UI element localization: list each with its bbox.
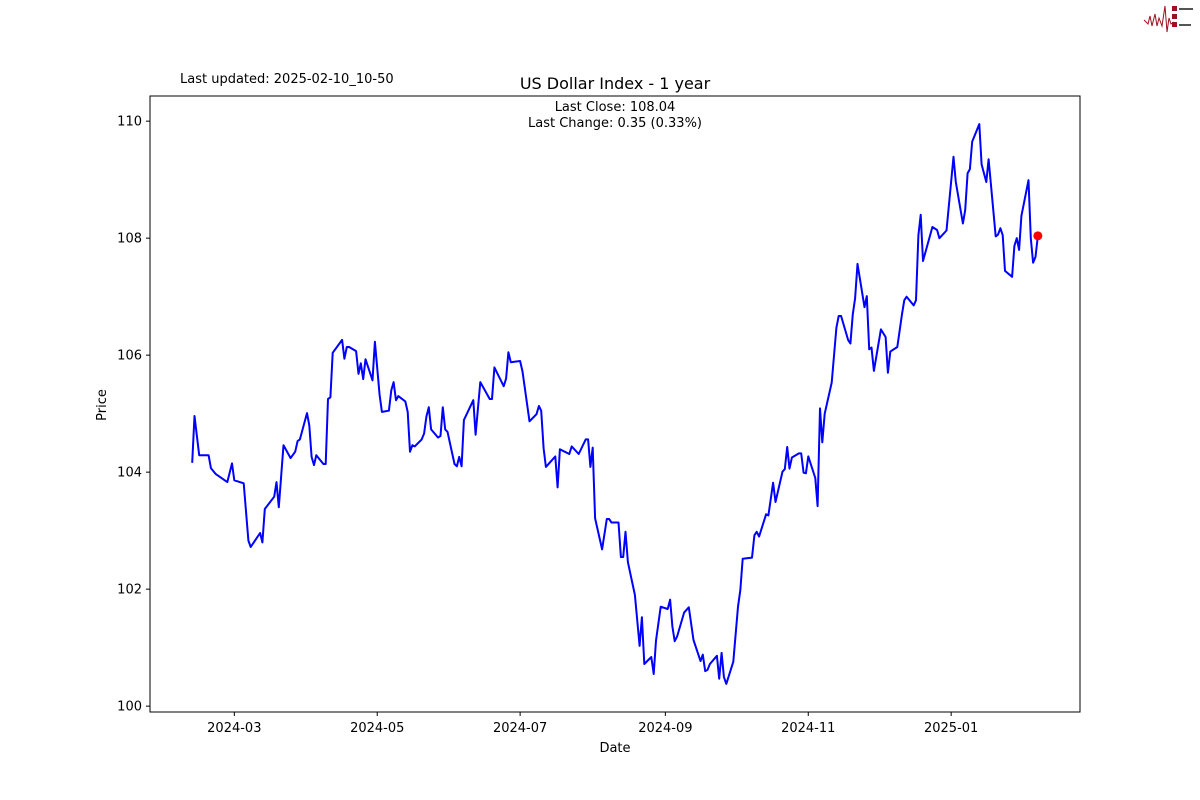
y-tick-label: 104 [117,466,142,481]
x-tick-label: 2025-01 [924,721,978,736]
x-tick-label: 2024-03 [207,721,261,736]
y-tick-label: 110 [117,115,142,130]
last-close-marker [1033,231,1043,241]
chart-title: US Dollar Index - 1 year [520,74,711,93]
last-change-annotation: Last Change: 0.35 (0.33%) [528,116,702,131]
y-tick-label: 100 [117,700,142,715]
price-line [191,123,1039,685]
x-tick-label: 2024-09 [638,721,692,736]
last-close-annotation: Last Close: 108.04 [555,100,676,115]
last-updated-label: Last updated: 2025-02-10_10-50 [180,72,394,87]
x-axis-label: Date [599,741,630,756]
axes-frame [149,95,1081,713]
signal-2-noise-logo [1143,5,1193,33]
x-tick-label: 2024-11 [781,721,835,736]
x-tick-label: 2024-05 [350,721,404,736]
x-tick-label: 2024-07 [493,721,547,736]
y-tick-label: 102 [117,583,142,598]
y-axis-label: Price [95,389,110,421]
y-tick-label: 106 [117,349,142,364]
y-tick-label: 108 [117,232,142,247]
